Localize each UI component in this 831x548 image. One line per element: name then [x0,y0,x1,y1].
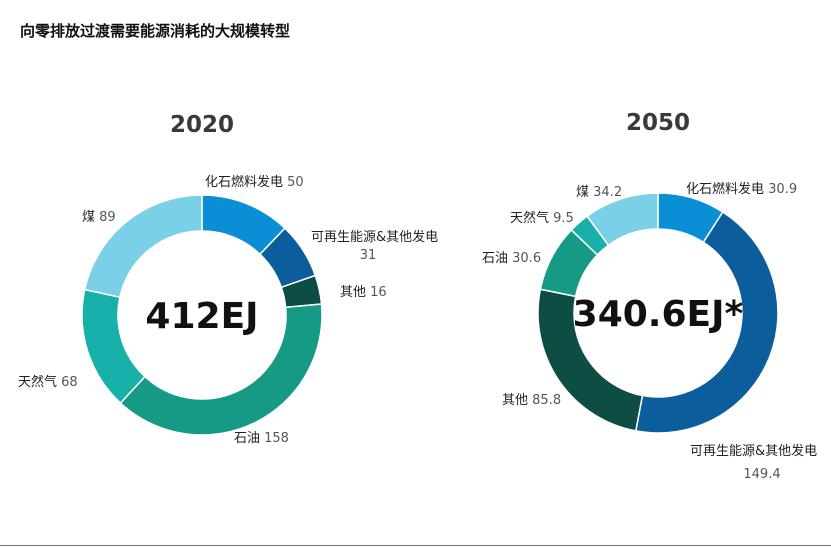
donut-chart-2020: 化石燃料发电 50 可再生能源&其他发电 31 其他 16 石油 158 天然气 68 煤 … [18,112,438,446]
total-label: 412EJ [145,296,258,337]
slice-label: 其他 85.8 [502,393,561,408]
slice-label: 其他 16 [340,285,387,300]
page-title: 向零排放过渡需要能源消耗的大规模转型 [20,22,291,40]
donut-chart-2050: 化石燃料发电 30.9 可再生能源&其他发电 149.4 其他 85.8 石油 30.6… [482,110,817,482]
year-heading: 2020 [170,112,234,138]
slice-label: 天然气 68 [18,374,78,390]
slice-label: 煤 89 [82,210,116,225]
slice-label: 石油 158 [234,431,289,446]
donut-slice [83,194,203,299]
donut-slice [634,210,779,434]
slice-label-name: 可再生能源&其他发电 [311,229,438,245]
bottom-divider [0,545,831,546]
slice-label: 煤 34.2 [576,185,622,200]
year-heading: 2050 [626,110,690,136]
slice-label: 天然气 9.5 [510,210,574,226]
slice-label-name: 可再生能源&其他发电 [690,443,817,459]
slice-label-value: 31 [360,248,377,263]
donut-slice [119,303,323,436]
slice-label: 石油 30.6 [482,251,541,266]
slice-label: 化石燃料发电 30.9 [686,181,797,197]
total-label: 340.6EJ* [573,294,744,335]
slice-label: 化石燃料发电 50 [205,174,304,190]
slice-label-value: 149.4 [743,467,780,482]
donut-slice [81,288,146,405]
donut-slice [586,192,659,247]
